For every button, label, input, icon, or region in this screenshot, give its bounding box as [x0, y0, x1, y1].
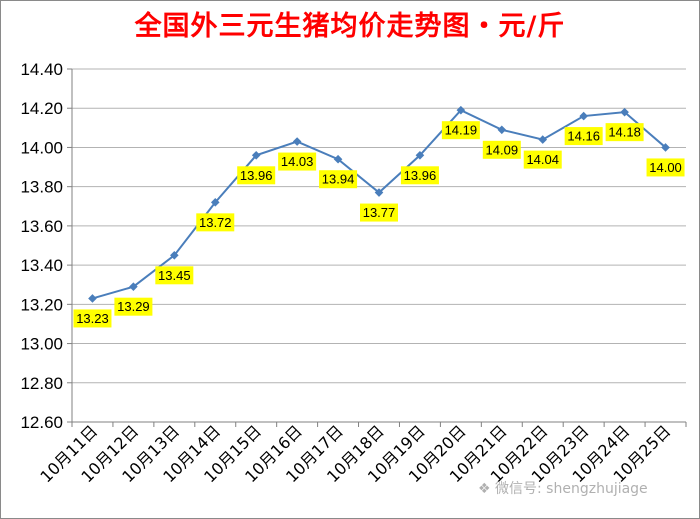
data-label: 13.72	[199, 215, 232, 230]
data-label-bg	[441, 121, 480, 140]
data-label-bg	[646, 158, 685, 177]
data-label-bg	[400, 166, 439, 185]
y-tick-label: 12.80	[20, 374, 63, 393]
data-label: 13.96	[404, 168, 437, 183]
chart-title: 全国外三元生猪均价走势图・元/斤	[134, 11, 566, 42]
data-label: 14.04	[526, 152, 559, 167]
data-label: 13.45	[158, 268, 191, 283]
axes	[67, 68, 687, 427]
data-label-bg	[523, 150, 562, 169]
data-label-bg	[155, 266, 194, 285]
data-point	[88, 294, 97, 303]
data-label: 14.16	[567, 129, 600, 144]
data-point	[415, 150, 425, 160]
data-label-bg	[73, 309, 112, 328]
data-label-bg	[278, 152, 317, 171]
data-label-bg	[360, 203, 398, 222]
wechat-icon: ❖	[478, 481, 496, 497]
data-label: 13.94	[322, 172, 355, 187]
y-tick-label: 13.60	[20, 217, 63, 236]
data-point	[579, 111, 588, 121]
data-point	[661, 143, 670, 152]
data-point	[333, 154, 343, 164]
data-label-bg	[237, 166, 276, 185]
data-label: 13.77	[363, 205, 396, 220]
data-label-bg	[196, 213, 235, 232]
series-line	[88, 105, 670, 303]
gridlines	[72, 68, 686, 423]
data-label: 13.23	[76, 311, 109, 326]
data-label: 14.18	[608, 125, 641, 140]
y-tick-label: 13.00	[20, 335, 63, 354]
data-point	[497, 125, 507, 135]
data-point	[251, 150, 261, 160]
data-point	[129, 282, 138, 291]
y-tick-label: 14.40	[20, 60, 63, 79]
data-label-bg	[482, 140, 521, 159]
x-axis-ticks: 10月11日10月12日10月13日10月14日10月15日10月16日10月1…	[36, 421, 674, 486]
data-point	[538, 135, 548, 144]
data-point	[210, 198, 220, 207]
data-label: 14.00	[649, 160, 682, 175]
watermark-text: 微信号: shengzhujiage	[495, 481, 648, 497]
y-tick-label: 14.00	[20, 138, 63, 157]
data-label-bg	[605, 123, 644, 142]
data-label: 13.29	[117, 299, 150, 314]
data-point	[292, 137, 302, 146]
data-label: 14.03	[281, 154, 314, 169]
data-point	[620, 107, 629, 117]
data-label-bg	[564, 127, 603, 146]
data-label: 14.09	[486, 142, 519, 157]
data-label-bg	[114, 297, 153, 316]
data-point	[374, 188, 384, 197]
y-tick-label: 12.60	[20, 413, 63, 432]
watermark: ❖ 微信号: shengzhujiage	[478, 478, 648, 498]
y-tick-label: 14.20	[20, 99, 63, 118]
y-tick-label: 13.80	[20, 178, 63, 197]
y-axis-ticks: 12.60 12.80 13.00 13.20 13.40 13.60 13.80 14.00…	[20, 60, 63, 432]
y-tick-label: 13.40	[20, 256, 63, 275]
y-tick-label: 13.20	[20, 295, 63, 314]
data-point	[170, 250, 179, 260]
data-labels: 13.23 13.29 13.45 13.72 13.96 14.03 13.94 13.77…	[73, 121, 685, 328]
data-label-bg	[319, 170, 358, 189]
data-point	[456, 105, 466, 115]
data-label: 13.96	[240, 168, 273, 183]
data-label: 14.19	[445, 123, 478, 138]
